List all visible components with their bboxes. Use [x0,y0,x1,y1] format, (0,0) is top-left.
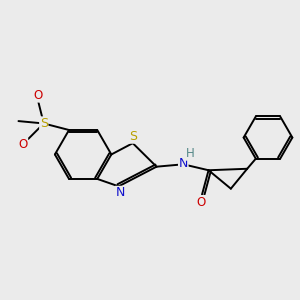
Text: S: S [129,130,137,143]
Text: O: O [34,89,43,102]
Text: O: O [18,138,28,151]
Text: S: S [40,117,48,130]
Text: H: H [185,147,194,160]
Text: N: N [116,186,125,200]
Text: N: N [178,157,188,169]
Text: O: O [197,196,206,208]
